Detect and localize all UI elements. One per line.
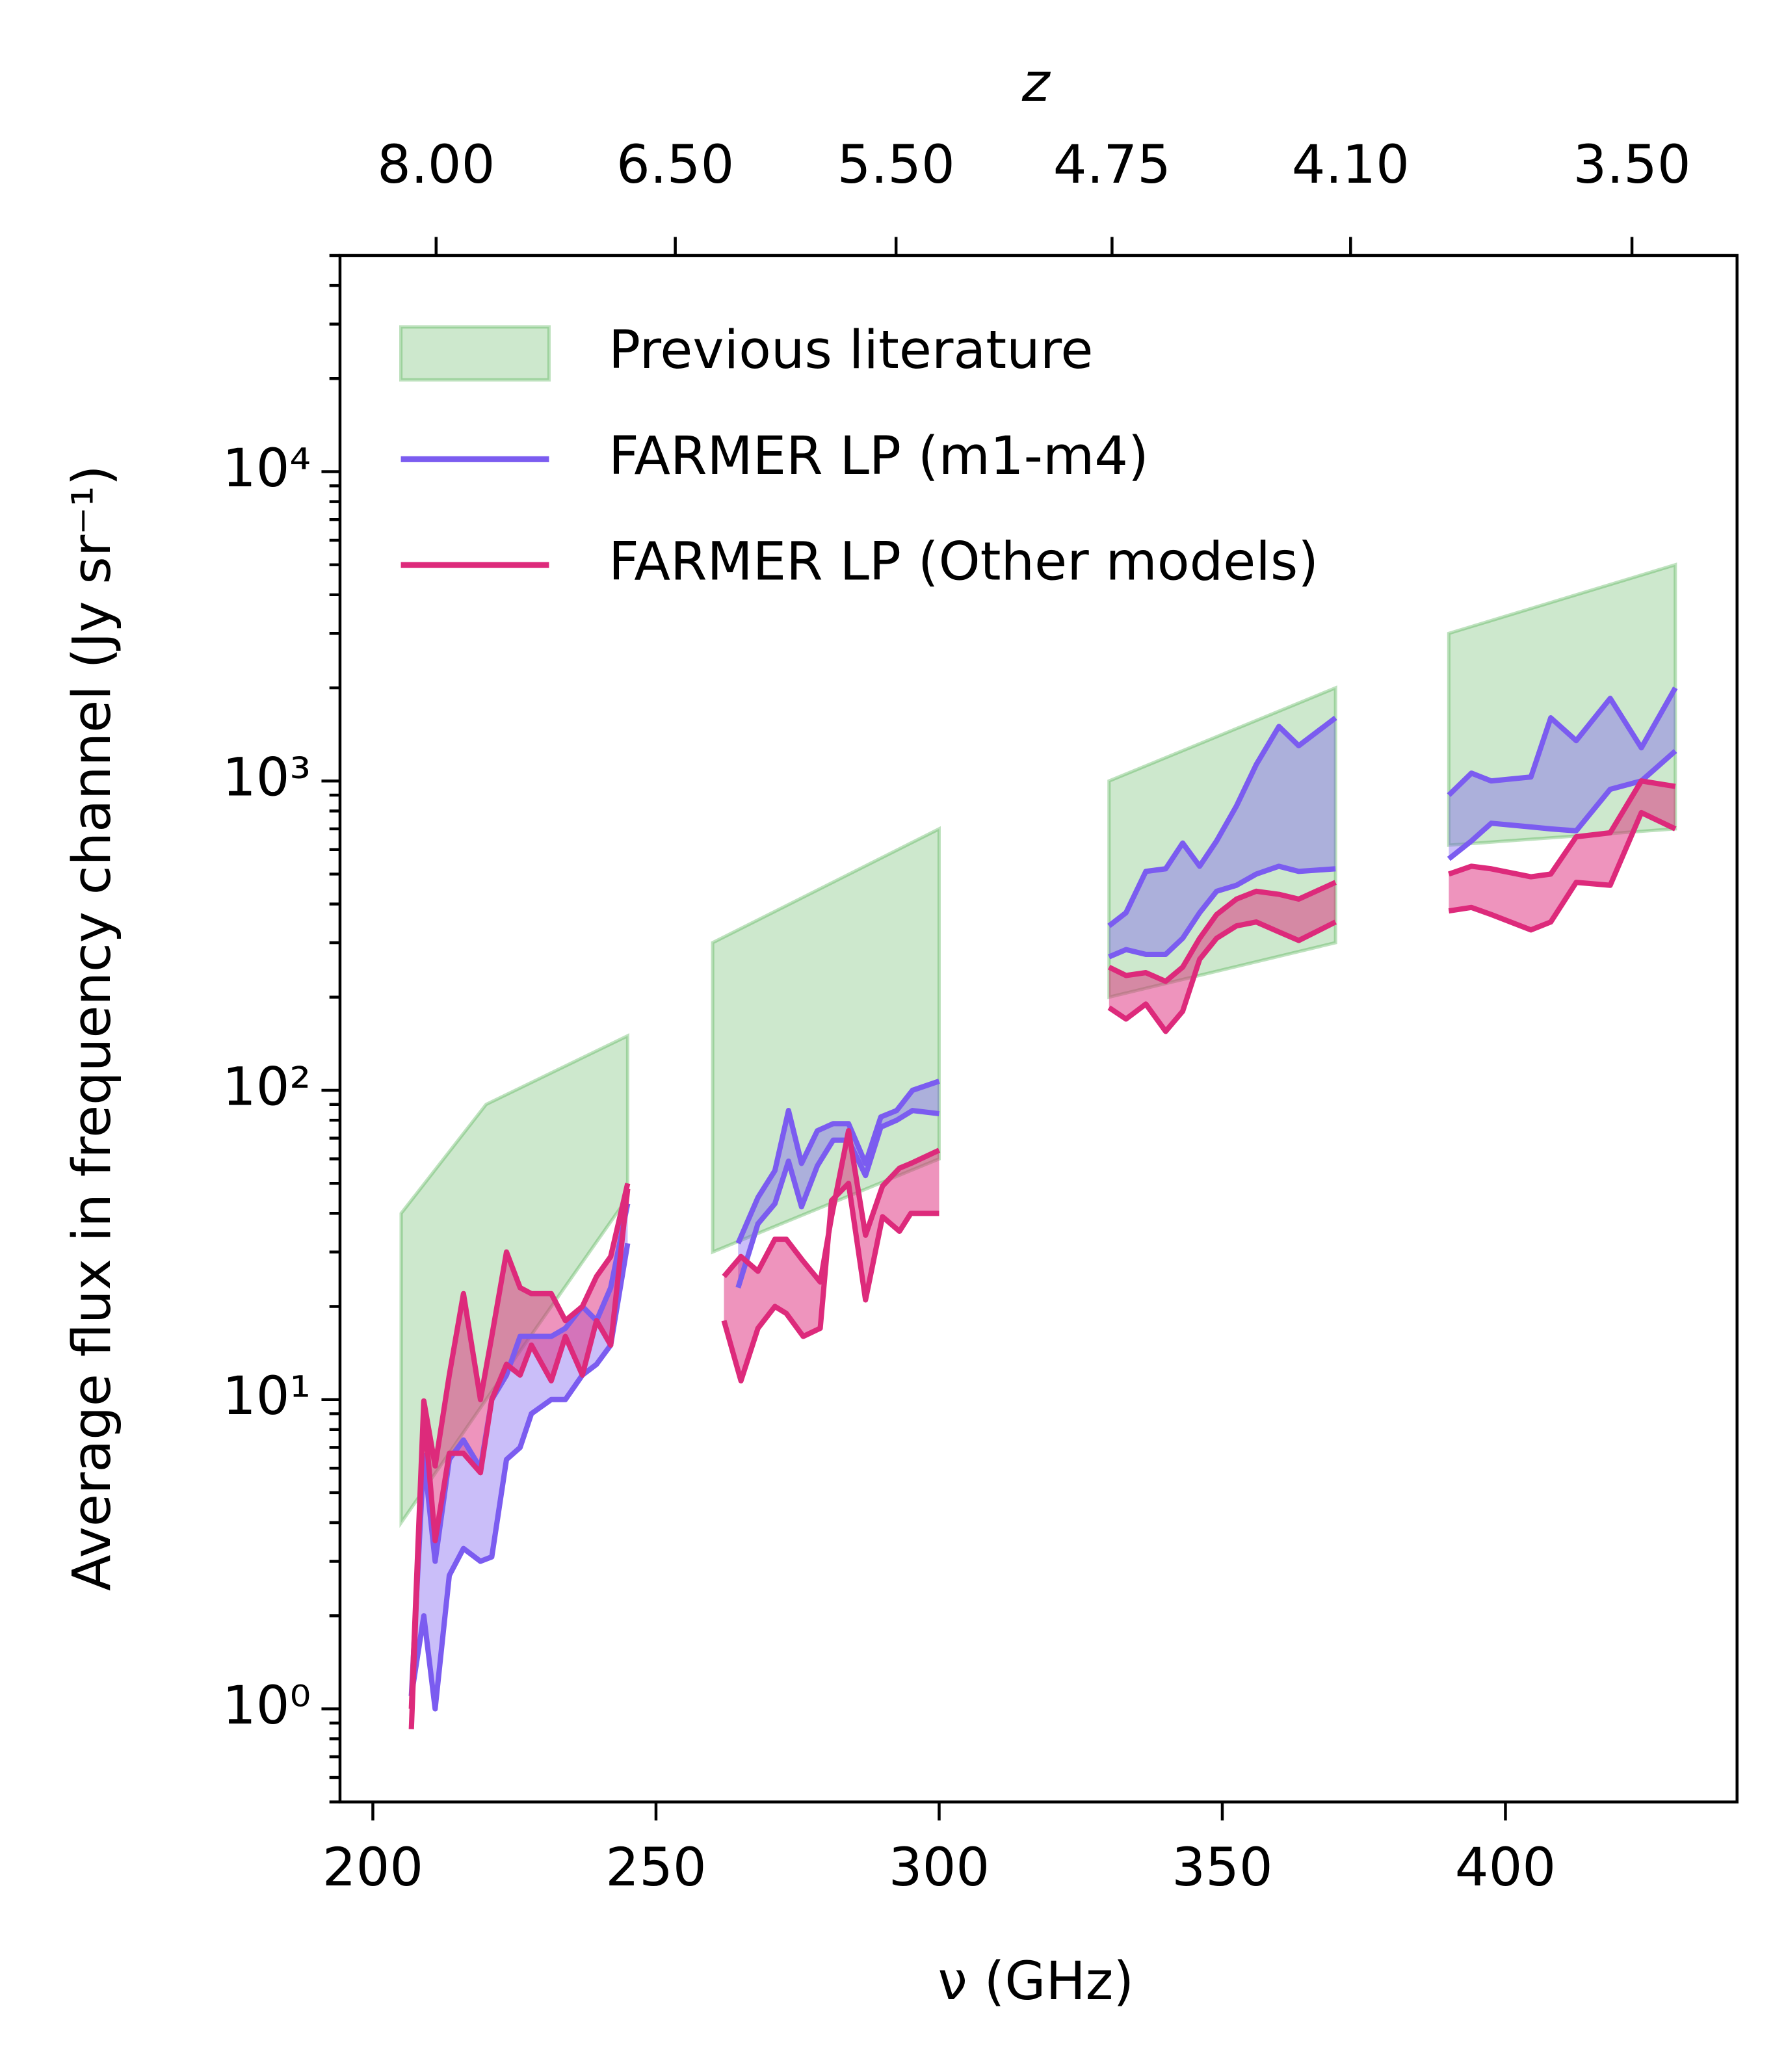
top-tick-label: 5.50	[837, 134, 955, 196]
x-tick-label: 400	[1455, 1837, 1556, 1898]
model-band	[1109, 718, 1336, 957]
legend-label: Previous literature	[609, 319, 1094, 381]
band-edge-line	[1447, 749, 1677, 861]
plot-frame	[338, 254, 1739, 1803]
y-tick-label: 10³	[222, 747, 311, 809]
top-axis-label: z	[1021, 52, 1051, 114]
top-tick-label: 6.50	[616, 134, 734, 196]
top-tick-label: 4.75	[1053, 134, 1171, 196]
x-tick-label: 350	[1172, 1837, 1272, 1898]
band-edge-line	[408, 1183, 631, 1709]
band-edge-line	[1107, 880, 1337, 984]
band-edge-line	[1108, 863, 1336, 960]
top-tick-label: 8.00	[377, 134, 495, 196]
model-band	[1449, 781, 1675, 930]
top-tick-label: 4.10	[1292, 134, 1410, 196]
legend-swatch	[399, 325, 551, 382]
x-tick-label: 300	[889, 1837, 990, 1898]
band-edge-line	[735, 1108, 939, 1289]
model-band	[1449, 688, 1675, 859]
y-tick-label: 10¹	[222, 1365, 311, 1427]
model-band	[1109, 882, 1336, 1032]
x-tick-label: 250	[605, 1837, 706, 1898]
y-tick-label: 10⁰	[222, 1675, 311, 1737]
top-tick-label: 3.50	[1573, 134, 1690, 196]
band-edge-line	[408, 1188, 631, 1729]
band-edge-line	[722, 1128, 941, 1285]
band-edge-line	[1107, 715, 1337, 928]
band-edge-line	[408, 1242, 631, 1712]
x-tick-label: 200	[322, 1837, 423, 1898]
band-edge-line	[1448, 809, 1677, 933]
band-edge-line	[735, 1079, 940, 1245]
model-band	[724, 1131, 939, 1381]
literature-band	[711, 826, 941, 1255]
y-axis-label: Average flux in frequency channel (Jy sr…	[61, 465, 123, 1591]
band-edge-line	[1447, 687, 1678, 797]
model-band	[738, 1081, 939, 1288]
band-edge-line	[1107, 919, 1337, 1034]
y-tick-label: 10⁴	[222, 438, 311, 499]
x-axis-label: ν (GHz)	[938, 1950, 1134, 2012]
legend-label: FARMER LP (m1-m4)	[609, 425, 1149, 487]
legend-label: FARMER LP (Other models)	[609, 531, 1319, 593]
y-tick-label: 10²	[222, 1056, 311, 1118]
band-edge-line	[1448, 778, 1676, 880]
